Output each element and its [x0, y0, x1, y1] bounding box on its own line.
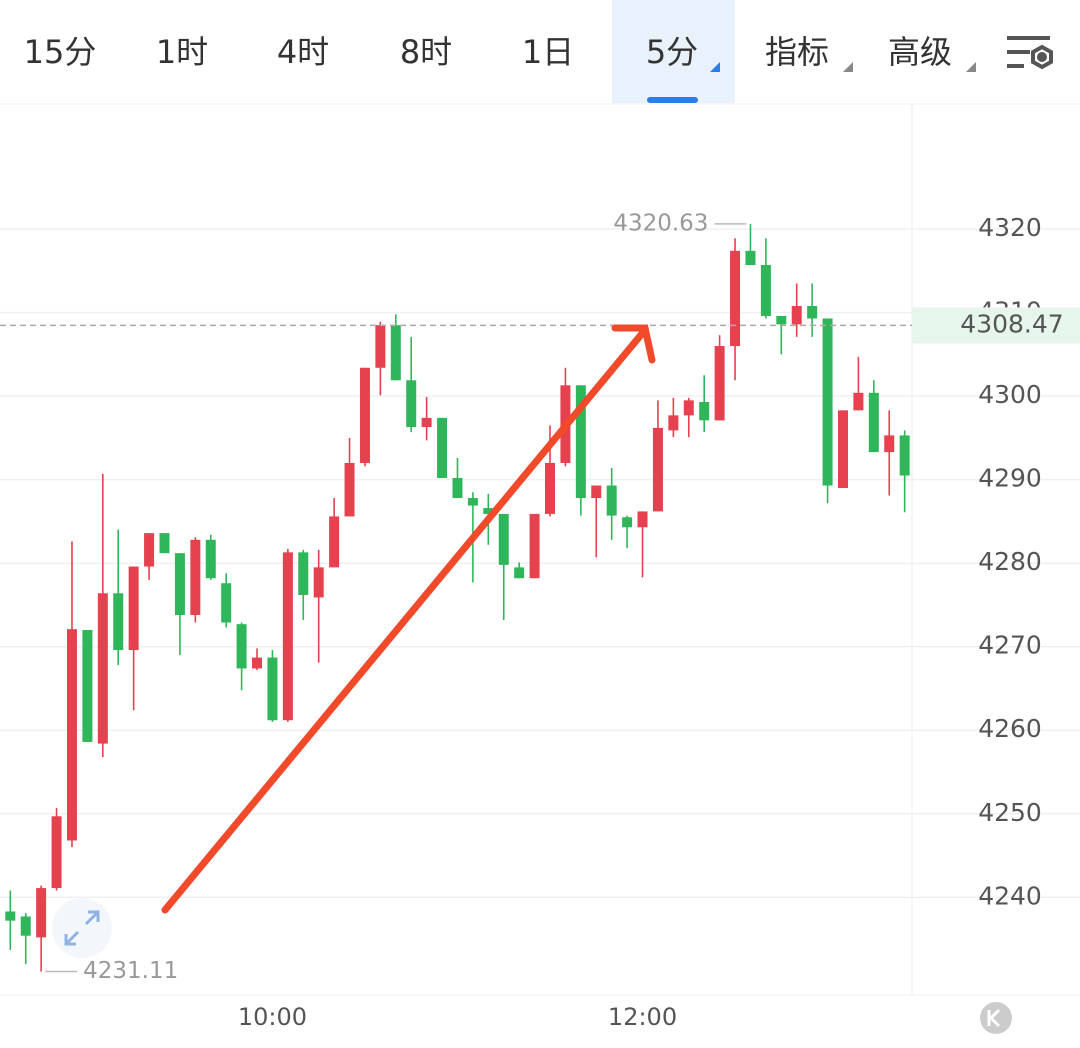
candle-body — [421, 417, 432, 428]
y-tick-label: 4320 — [978, 213, 1042, 242]
candle-body — [807, 305, 818, 319]
candle-body — [313, 567, 324, 598]
tab[interactable]: 1时 — [156, 33, 208, 71]
candle-body — [637, 511, 648, 528]
candle-body — [791, 305, 802, 325]
candle-body — [467, 498, 478, 506]
candle-body — [899, 435, 910, 476]
candle-body — [128, 566, 139, 651]
candle-body — [545, 462, 555, 514]
candle-body — [822, 318, 833, 486]
candle-body — [622, 517, 633, 528]
candle-body — [190, 539, 201, 615]
y-tick-label: 4240 — [978, 881, 1042, 910]
candle-body — [359, 367, 370, 463]
candle-body — [236, 624, 247, 669]
candle-body — [591, 485, 602, 499]
candle-body — [837, 410, 848, 489]
expand-button[interactable] — [52, 898, 112, 958]
candle-body — [514, 567, 525, 579]
candle-body — [683, 400, 694, 416]
candle-body — [113, 593, 124, 651]
candle-body — [252, 657, 263, 669]
x-tick-label: 10:00 — [238, 1003, 307, 1031]
candle-body — [884, 435, 895, 453]
y-tick-label: 4260 — [978, 714, 1042, 743]
candle-body — [205, 539, 216, 579]
candle-body — [483, 508, 494, 514]
y-tick-label: 4300 — [978, 380, 1042, 409]
y-tick-label: 4290 — [978, 464, 1042, 493]
candle-body — [437, 417, 448, 479]
candle-body — [776, 315, 787, 325]
tab[interactable]: 4时 — [277, 33, 329, 71]
trend-arrow — [161, 324, 656, 914]
active-tab-bg — [612, 0, 735, 103]
active-tab-underline — [647, 97, 698, 103]
candle-body — [144, 533, 155, 567]
candle-body — [97, 593, 108, 744]
candle-body — [159, 533, 170, 554]
scroll-end-button[interactable] — [980, 1002, 1012, 1034]
candle-body — [668, 415, 679, 431]
candle-body — [36, 888, 47, 938]
candle-body — [267, 657, 278, 721]
low-label: 4231.11 — [83, 958, 178, 984]
candle-body — [575, 385, 586, 499]
current-price-box — [912, 307, 1080, 344]
candle-body — [221, 583, 232, 623]
candle-body — [652, 427, 663, 512]
tab[interactable]: 5分 — [646, 33, 698, 71]
tab[interactable]: 15分 — [24, 33, 97, 71]
candle-body — [66, 629, 77, 841]
dropdown-triangle — [966, 62, 976, 72]
candle-body — [699, 402, 710, 421]
x-tick-label: 12:00 — [608, 1003, 677, 1031]
candle-body — [730, 250, 741, 347]
y-tick-label: 4270 — [978, 631, 1042, 660]
y-tick-label: 4250 — [978, 798, 1042, 827]
plot: 42404250426042704280429043004310432010:0… — [0, 210, 1080, 1031]
candle-body — [606, 485, 617, 516]
dropdown-triangle — [843, 62, 853, 72]
candle-body — [298, 552, 309, 595]
candle-body — [452, 478, 463, 499]
candle-body — [745, 250, 756, 266]
tab[interactable]: 指标 — [765, 33, 829, 71]
high-label: 4320.63 — [613, 210, 708, 236]
tab[interactable]: 高级 — [888, 33, 952, 71]
tab[interactable]: 8时 — [400, 33, 452, 71]
candle-body — [714, 346, 725, 421]
candle-body — [51, 816, 62, 889]
tab[interactable]: 1日 — [522, 33, 574, 71]
candle-body — [760, 265, 771, 316]
candle-body — [390, 325, 401, 381]
y-tick-label: 4280 — [978, 547, 1042, 576]
tab-bar: 15分 1时 4时 8时 1日 5分 指标 高级 — [24, 0, 976, 103]
candle-body — [498, 513, 509, 565]
current-price-label: 4308.47 — [960, 309, 1063, 338]
candle-body — [329, 516, 340, 568]
settings-icon[interactable] — [1007, 36, 1053, 70]
candle-body — [344, 462, 355, 517]
candle-body — [529, 513, 540, 579]
candle-body — [853, 392, 864, 411]
candle-body — [282, 552, 293, 721]
candle-body — [5, 911, 16, 921]
candle-body — [868, 392, 879, 453]
candle-body — [20, 916, 31, 936]
candle-body — [174, 553, 185, 615]
candle-body — [375, 325, 386, 368]
candle-body — [82, 630, 93, 742]
dropdown-triangle — [710, 62, 720, 72]
candle-body — [406, 380, 417, 428]
